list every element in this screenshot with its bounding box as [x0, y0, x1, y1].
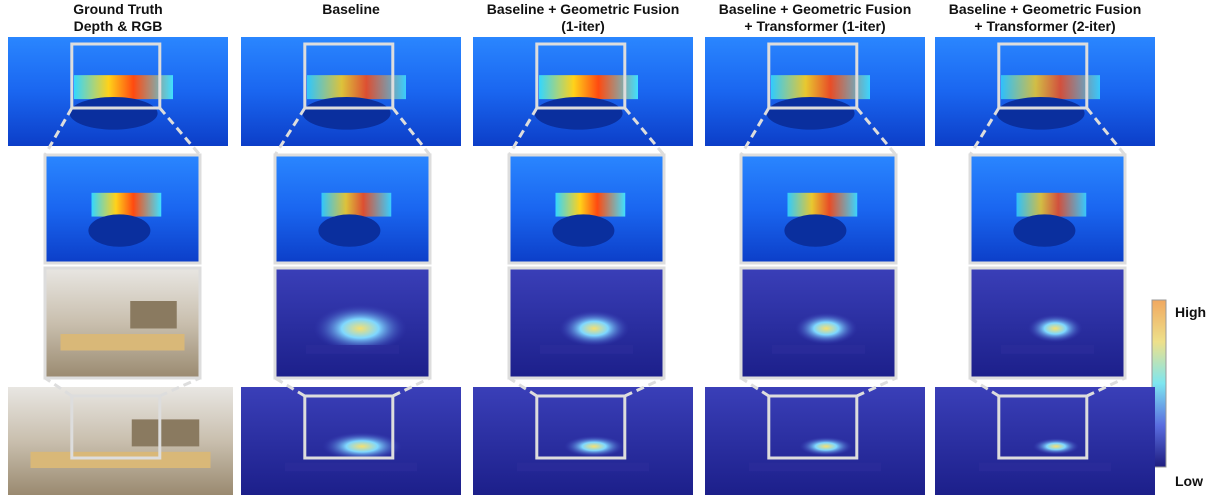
rgb-shelf: [131, 419, 200, 447]
zoom-line: [391, 107, 432, 156]
zoom-box: [997, 394, 1089, 460]
zoom-line: [158, 107, 202, 156]
depth-object: [88, 214, 151, 247]
depth-band: [91, 192, 162, 217]
colorbar-low: Low: [1175, 473, 1203, 489]
error-desk: [285, 462, 417, 472]
zoom-box: [273, 266, 432, 380]
depth-object: [766, 96, 855, 130]
column-header: Baseline + Geometric Fusion: [719, 1, 912, 17]
depth-object: [534, 96, 623, 130]
zoom-line: [1086, 376, 1126, 398]
error-desk: [772, 345, 865, 354]
error-spot: [322, 432, 402, 461]
zoom-box: [273, 153, 432, 265]
column-header: + Transformer (1-iter): [744, 18, 885, 34]
zoom-line: [44, 376, 73, 398]
zoom-line: [969, 376, 1000, 398]
zoom-box: [968, 266, 1127, 380]
zoom-line: [43, 107, 74, 156]
column-header: Baseline: [322, 1, 380, 17]
zoom-box: [535, 42, 627, 110]
colorbar: [1151, 299, 1167, 468]
zoom-line: [159, 376, 201, 398]
zoom-line: [968, 107, 1001, 156]
zoom-line: [740, 376, 770, 398]
depth-object: [318, 214, 381, 247]
zoom-line: [739, 107, 771, 156]
depth-object: [69, 96, 158, 130]
column-header: + Transformer (2-iter): [974, 18, 1115, 34]
error-desk: [749, 462, 881, 472]
error-desk: [979, 462, 1111, 472]
column-header: Baseline + Geometric Fusion: [949, 1, 1142, 17]
zoom-box: [507, 153, 666, 265]
depth-object: [1013, 214, 1076, 247]
depth-object: [996, 96, 1085, 130]
column-header: Depth & RGB: [74, 18, 163, 34]
zoom-box: [997, 42, 1089, 110]
column-header: Baseline + Geometric Fusion: [487, 1, 680, 17]
depth-band: [1016, 192, 1087, 217]
zoom-line: [508, 376, 538, 398]
error-spot: [559, 310, 630, 347]
rgb-desk: [30, 451, 211, 468]
error-spot: [799, 437, 853, 456]
zoom-line: [392, 376, 431, 398]
error-spot: [795, 312, 858, 345]
zoom-line: [855, 107, 898, 156]
zoom-line: [1085, 107, 1127, 156]
zoom-box: [767, 42, 859, 110]
depth-band: [1001, 75, 1100, 100]
rgb-desk: [60, 334, 185, 351]
zoom-line: [274, 376, 306, 398]
zoom-box: [968, 153, 1127, 265]
zoom-box: [43, 266, 202, 380]
zoom-box: [43, 153, 202, 265]
zoom-box: [507, 266, 666, 380]
zoom-line: [856, 376, 897, 398]
rgb-shelf: [130, 301, 177, 329]
zoom-box: [303, 394, 395, 460]
error-spot: [564, 435, 624, 457]
column-header: (1-iter): [561, 18, 605, 34]
error-desk: [517, 462, 649, 472]
column-header: Ground Truth: [73, 1, 162, 17]
zoom-box: [767, 394, 859, 460]
error-spot: [1032, 438, 1080, 455]
depth-object: [302, 96, 391, 130]
depth-band: [321, 192, 392, 217]
depth-band: [555, 192, 626, 217]
zoom-box: [739, 153, 898, 265]
zoom-box: [535, 394, 627, 460]
depth-band: [74, 75, 173, 100]
zoom-box: [739, 266, 898, 380]
zoom-line: [624, 376, 665, 398]
zoom-box: [70, 394, 162, 460]
error-spot: [313, 304, 407, 353]
depth-band: [771, 75, 870, 100]
depth-object: [552, 214, 615, 247]
colorbar-high: High: [1175, 304, 1206, 320]
zoom-box: [303, 42, 395, 110]
error-desk: [1001, 345, 1094, 354]
error-desk: [306, 345, 399, 354]
zoom-line: [273, 107, 307, 156]
depth-object: [784, 214, 847, 247]
depth-band: [539, 75, 638, 100]
error-desk: [540, 345, 633, 354]
depth-band: [787, 192, 858, 217]
zoom-box: [70, 42, 162, 110]
zoom-line: [507, 107, 539, 156]
zoom-line: [623, 107, 666, 156]
error-spot: [1028, 314, 1083, 343]
depth-band: [307, 75, 406, 100]
